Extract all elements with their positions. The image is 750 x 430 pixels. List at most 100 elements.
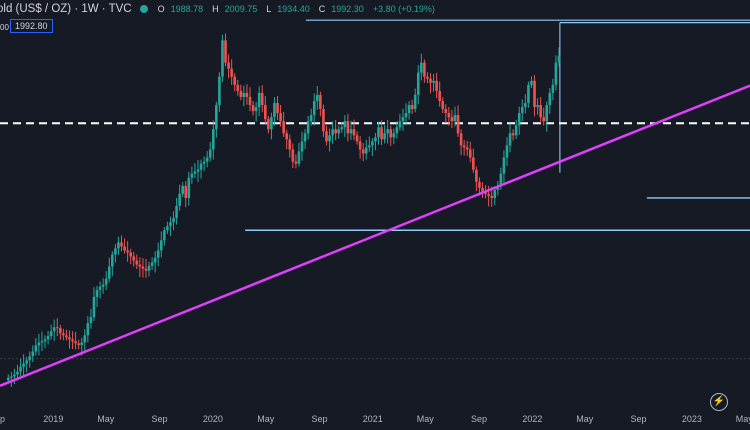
candle-body bbox=[236, 84, 240, 91]
candle-body bbox=[447, 113, 451, 118]
candle-body bbox=[438, 90, 441, 101]
candle-body bbox=[355, 135, 359, 142]
candle-body bbox=[371, 141, 374, 146]
close-key: C bbox=[318, 4, 326, 14]
candle-body bbox=[138, 264, 142, 267]
candle-body bbox=[144, 268, 148, 271]
candle-body bbox=[297, 151, 301, 164]
candle-body bbox=[123, 246, 126, 251]
candle-body bbox=[83, 335, 87, 343]
x-tick-label: 2023 bbox=[682, 414, 702, 424]
candle-body bbox=[150, 262, 154, 266]
candle-body bbox=[68, 337, 71, 340]
candle-body bbox=[184, 185, 188, 198]
candle-body bbox=[193, 171, 197, 174]
candle-body bbox=[557, 55, 561, 63]
market-status-icon bbox=[139, 5, 148, 13]
candle-body bbox=[107, 266, 111, 279]
trendline-0 bbox=[0, 84, 750, 387]
candle-body bbox=[432, 80, 435, 83]
candle-body bbox=[22, 363, 25, 367]
candle-body bbox=[420, 62, 423, 73]
candle-body bbox=[530, 80, 533, 85]
candle-body bbox=[334, 129, 337, 134]
candle-body bbox=[361, 149, 365, 154]
candle-body bbox=[364, 147, 368, 154]
candle-body bbox=[215, 105, 218, 130]
candle-body bbox=[163, 230, 166, 241]
current-price-box: 1992.80 bbox=[10, 19, 53, 33]
candle-body bbox=[199, 163, 203, 170]
candle-body bbox=[401, 117, 405, 122]
candle-body bbox=[43, 339, 47, 342]
candle-body bbox=[306, 121, 310, 134]
candle-body bbox=[423, 62, 426, 77]
candle-body bbox=[166, 226, 169, 231]
candle-body bbox=[273, 103, 276, 118]
candle-body bbox=[508, 133, 512, 146]
candle-body bbox=[46, 336, 50, 340]
symbol-title[interactable]: old (US$ / OZ) · 1W · TVC bbox=[0, 3, 132, 15]
candle-body bbox=[267, 119, 270, 130]
candle-body bbox=[294, 161, 298, 164]
candle-body bbox=[548, 92, 552, 106]
candle-body bbox=[435, 80, 438, 91]
candle-body bbox=[132, 256, 136, 261]
candle-body bbox=[300, 141, 304, 152]
candle-body bbox=[196, 169, 200, 172]
x-tick-label: May bbox=[736, 414, 750, 424]
candle-body bbox=[514, 125, 518, 136]
x-tick-label: Sep bbox=[152, 414, 168, 424]
candle-body bbox=[536, 105, 539, 108]
candle-body bbox=[358, 141, 362, 150]
candle-body bbox=[175, 206, 178, 219]
candle-body bbox=[55, 327, 59, 329]
x-tick-label: 2022 bbox=[522, 414, 542, 424]
candle-body bbox=[456, 115, 460, 134]
candle-body bbox=[539, 105, 542, 118]
candle-body bbox=[416, 72, 420, 95]
candle-body bbox=[554, 62, 558, 85]
low-key: L bbox=[266, 4, 272, 14]
candle-body bbox=[205, 157, 209, 162]
candle-body bbox=[248, 96, 252, 106]
candle-body bbox=[230, 68, 233, 77]
candle-body bbox=[316, 94, 319, 101]
candle-body bbox=[346, 121, 350, 134]
candle-body bbox=[337, 129, 341, 134]
candle-body bbox=[487, 193, 490, 196]
candle-body bbox=[368, 145, 371, 148]
candle-body bbox=[98, 286, 102, 291]
candle-body bbox=[493, 189, 497, 198]
candle-body bbox=[242, 92, 246, 97]
candle-body bbox=[340, 127, 344, 130]
candle-body bbox=[257, 92, 261, 108]
candle-body bbox=[101, 284, 105, 287]
candle-body bbox=[129, 252, 132, 257]
candle-body bbox=[31, 351, 35, 357]
candle-body bbox=[270, 117, 273, 130]
candle-body bbox=[153, 257, 157, 263]
close-value: 1992.30 bbox=[331, 4, 364, 14]
candle-body bbox=[25, 360, 28, 364]
candle-body bbox=[279, 113, 282, 122]
x-tick-label: Sep bbox=[311, 414, 327, 424]
candle-body bbox=[211, 129, 215, 150]
candle-body bbox=[49, 331, 53, 337]
candle-body bbox=[524, 103, 527, 108]
candle-body bbox=[263, 105, 267, 120]
x-tick-label: May bbox=[257, 414, 275, 424]
candle-body bbox=[441, 100, 445, 110]
candle-body bbox=[517, 113, 521, 126]
candle-body bbox=[190, 173, 194, 178]
candle-body bbox=[7, 377, 10, 381]
candle-body bbox=[395, 127, 399, 134]
candle-body bbox=[291, 149, 295, 162]
lightning-icon[interactable]: ⚡ bbox=[710, 393, 728, 411]
x-tick-label: May bbox=[417, 414, 435, 424]
candle-body bbox=[533, 80, 536, 108]
candle-body bbox=[74, 341, 77, 344]
candle-body bbox=[147, 265, 151, 271]
x-tick-label: Sep bbox=[471, 414, 487, 424]
